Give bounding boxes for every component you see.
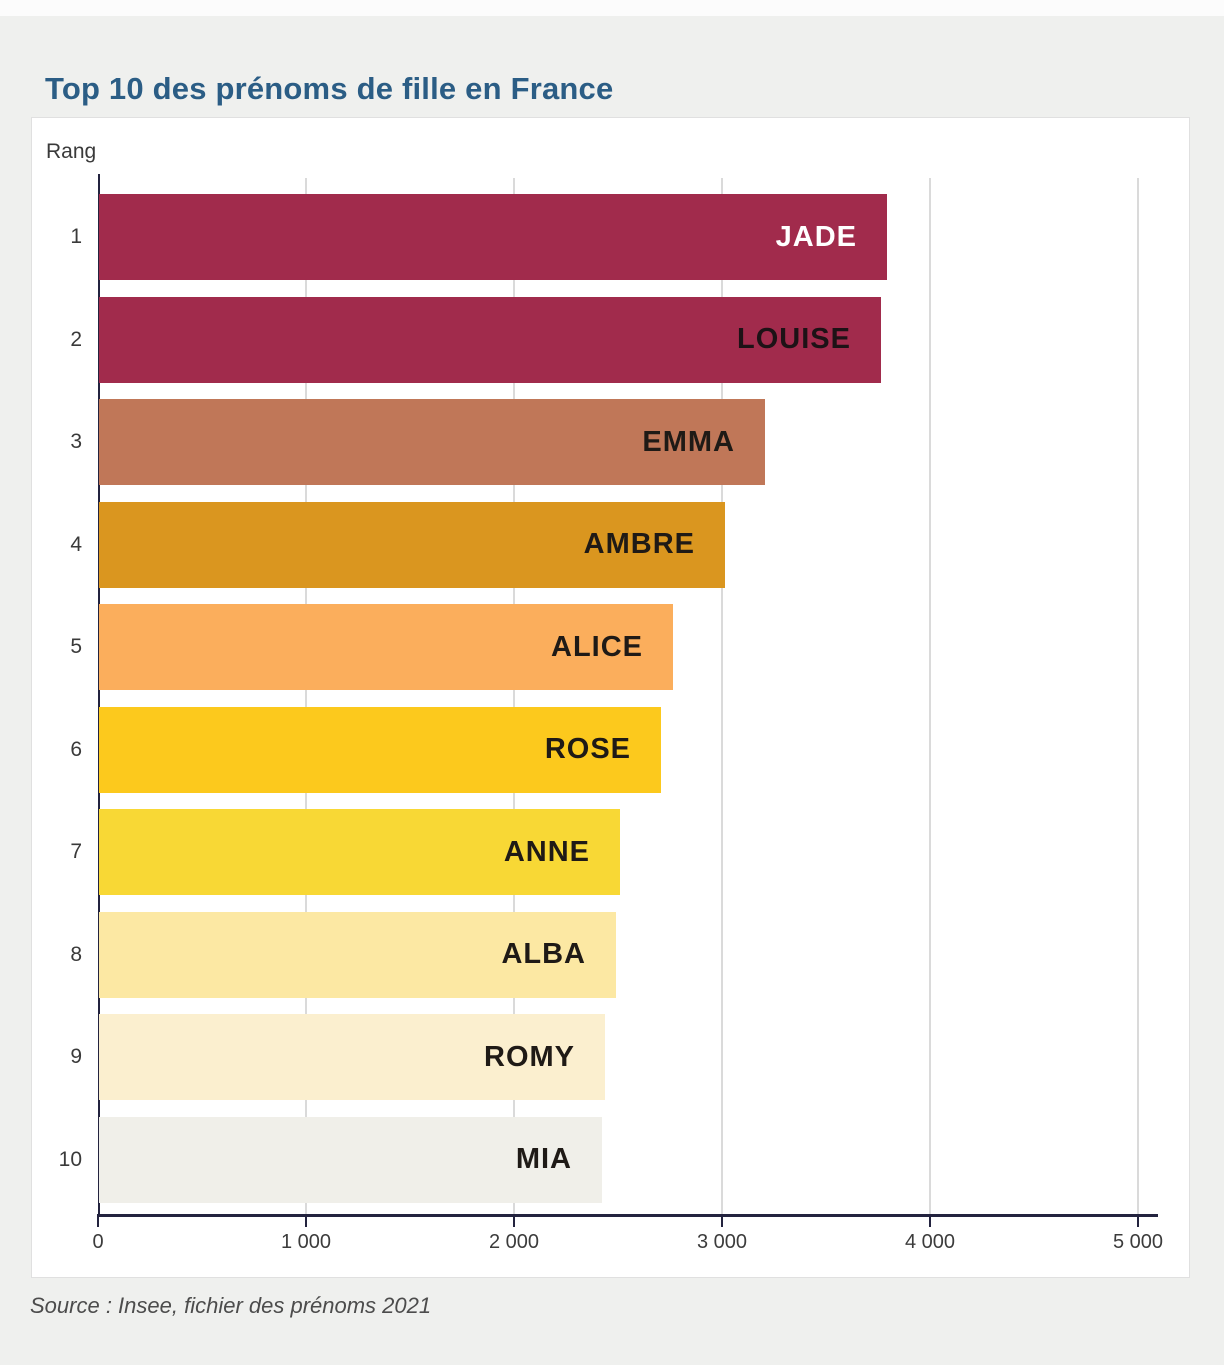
rank-label: 10 xyxy=(58,1147,82,1171)
gridline xyxy=(305,178,307,1214)
bar-row: 9 ROMY xyxy=(70,1014,1188,1100)
x-axis-tick xyxy=(929,1214,931,1227)
rank-label: 6 xyxy=(70,737,82,761)
rank-label: 9 xyxy=(70,1045,82,1068)
bar-row: 8 ALBA xyxy=(70,911,1188,998)
bar-row: 1 JADE xyxy=(70,194,1188,280)
bar-rose: ROSE xyxy=(99,706,661,793)
bar-row: 10 MIA xyxy=(59,1116,1188,1203)
bar-name-label: MIA xyxy=(515,1143,572,1175)
x-tick-label: 0 xyxy=(92,1231,104,1253)
bar-name-label: ANNE xyxy=(503,835,590,868)
rank-label: 7 xyxy=(70,840,82,863)
bar-romy: ROMY xyxy=(99,1014,605,1100)
bar-name-label: ALBA xyxy=(501,938,586,970)
bar-row: 2 LOUISE xyxy=(70,296,1188,383)
x-tick-label: 1 000 xyxy=(280,1231,332,1253)
x-tick-label: 5 000 xyxy=(1112,1231,1164,1253)
bar-name-label: AMBRE xyxy=(583,528,695,560)
rank-label: 1 xyxy=(70,225,82,248)
gridline xyxy=(721,178,723,1214)
x-tick-label: 4 000 xyxy=(904,1231,956,1253)
x-tick-label: 2 000 xyxy=(488,1231,540,1253)
x-axis-tick xyxy=(721,1214,723,1227)
bar-emma: EMMA xyxy=(99,399,765,485)
plot-area: 1 JADE 2 LOUISE 3 EMMA 4 AMBRE 5 ALICE 6 ROSE 7 ANNE 8… xyxy=(59,174,1188,1253)
rank-axis-label: Rang xyxy=(46,140,97,163)
x-axis-tick xyxy=(305,1214,307,1227)
bar-row: 7 ANNE xyxy=(70,809,1188,895)
bar-name-label: ROSE xyxy=(544,733,631,765)
x-axis-tick xyxy=(97,1214,99,1227)
bar-anne: ANNE xyxy=(99,809,620,895)
gridline xyxy=(513,178,515,1214)
y-axis-line xyxy=(98,174,100,1217)
bar-name-label: ROMY xyxy=(484,1040,575,1073)
rank-label: 5 xyxy=(70,635,82,658)
page-title: Top 10 des prénoms de fille en France xyxy=(45,70,614,106)
bar-name-label: LOUISE xyxy=(737,323,851,355)
rank-label: 8 xyxy=(70,942,82,966)
bar-alba: ALBA xyxy=(99,911,616,998)
bar-row: 4 AMBRE xyxy=(70,501,1188,588)
source-note: Source : Insee, fichier des prénoms 2021 xyxy=(30,1293,432,1318)
bar-mia: MIA xyxy=(99,1116,602,1203)
bar-alice: ALICE xyxy=(99,604,673,690)
bar-row: 6 ROSE xyxy=(70,706,1188,793)
bar-row: 3 EMMA xyxy=(70,399,1188,485)
gridline xyxy=(1137,178,1139,1214)
bar-louise: LOUISE xyxy=(99,296,881,383)
bar-name-label: JADE xyxy=(775,220,857,253)
x-axis-tick xyxy=(1137,1214,1139,1227)
x-tick-label: 3 000 xyxy=(696,1231,748,1253)
bar-row: 5 ALICE xyxy=(70,604,1188,690)
bar-name-label: ALICE xyxy=(551,630,643,663)
rank-label: 4 xyxy=(70,532,82,556)
x-axis-tick xyxy=(513,1214,515,1227)
x-axis-line xyxy=(98,1214,1158,1217)
bar-jade: JADE xyxy=(99,194,887,280)
chart-card: Rang 1 JADE 2 LOUISE 3 EMMA 4 AMBRE 5 ALICE 6 ROSE 7… xyxy=(31,117,1190,1278)
gridline xyxy=(929,178,931,1214)
bar-name-label: EMMA xyxy=(642,425,735,458)
rank-label: 3 xyxy=(70,430,82,453)
bar-ambre: AMBRE xyxy=(99,501,725,588)
rank-label: 2 xyxy=(70,327,82,351)
top-strip xyxy=(0,0,1224,16)
